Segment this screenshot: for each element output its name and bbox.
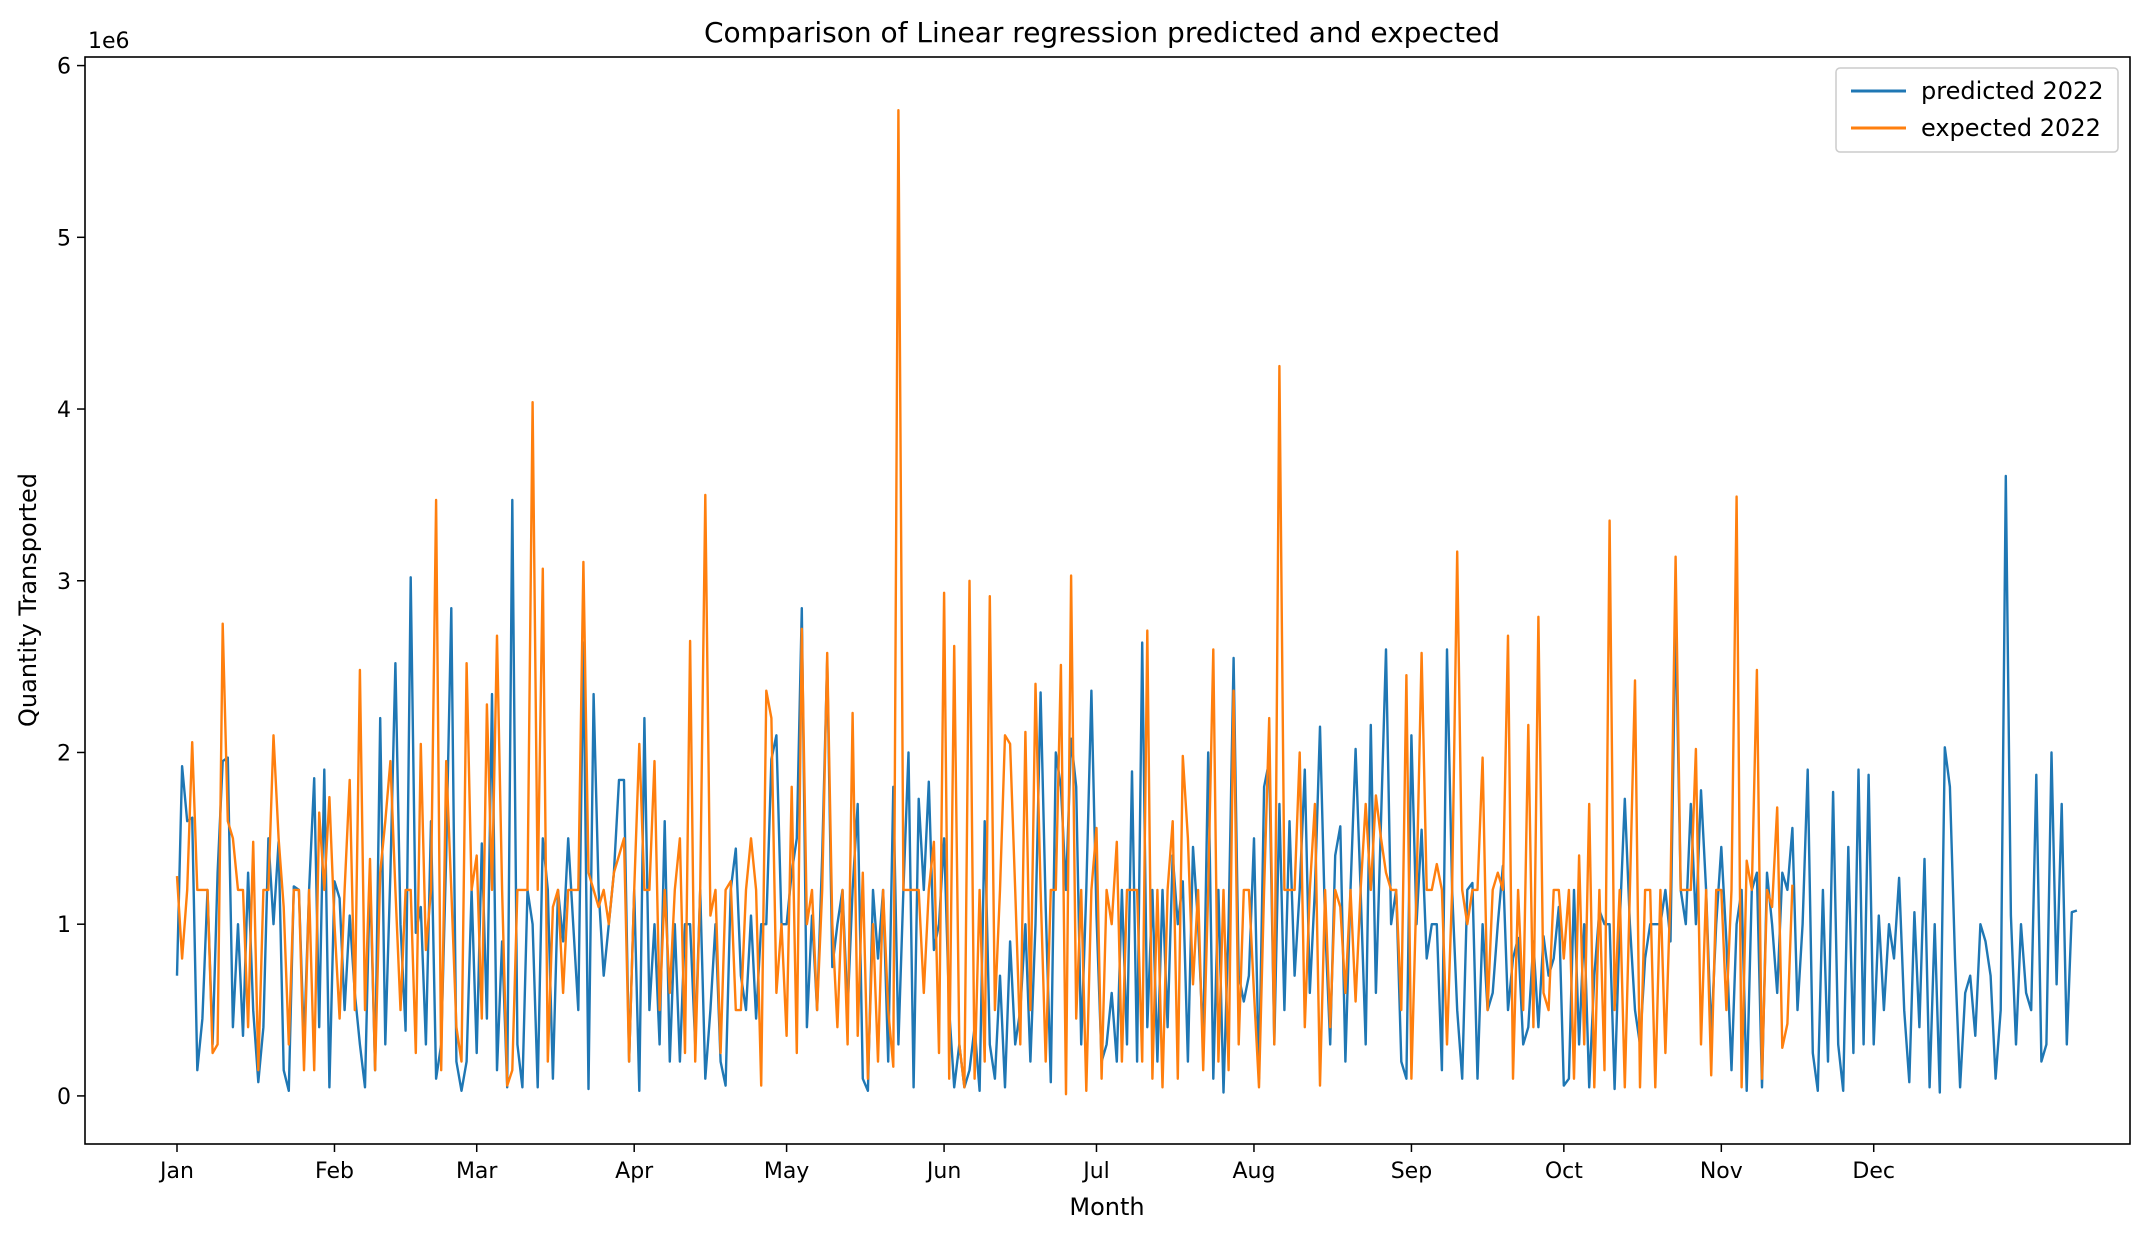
x-tick-label: Jul <box>1081 1159 1110 1184</box>
y-tick-label: 6 <box>57 55 71 80</box>
x-axis: Jan Feb Mar Apr May Jun Jul Aug Sep Oct Nov Dec <box>158 1144 1895 1184</box>
y-axis: 0 1 2 3 4 5 6 <box>57 55 85 1110</box>
y-tick-label: 3 <box>57 570 71 595</box>
legend-label-predicted: predicted 2022 <box>1921 77 2104 105</box>
legend: predicted 2022 expected 2022 <box>1835 67 2119 153</box>
series-layer <box>175 109 2078 1096</box>
chart-title: Comparison of Linear regression predicte… <box>704 16 1500 49</box>
y-tick-label: 5 <box>57 226 71 251</box>
legend-box <box>1835 67 2119 153</box>
legend-label-expected: expected 2022 <box>1921 114 2101 142</box>
x-tick-label: Aug <box>1232 1159 1275 1184</box>
y-tick-label: 0 <box>57 1085 71 1110</box>
x-tick-label: Sep <box>1391 1159 1432 1184</box>
x-tick-label: Mar <box>456 1159 498 1184</box>
y-tick-label: 1 <box>57 913 71 938</box>
y-axis-title: Quantity Transported <box>14 473 42 727</box>
x-tick-label: Oct <box>1545 1159 1583 1184</box>
x-tick-label: Nov <box>1700 1159 1743 1184</box>
x-tick-label: Apr <box>615 1159 654 1184</box>
y-offset-label: 1e6 <box>88 29 130 54</box>
x-tick-label: Jun <box>925 1159 961 1184</box>
x-axis-title: Month <box>1069 1193 1144 1221</box>
x-tick-label: Jan <box>158 1159 194 1184</box>
x-tick-label: Dec <box>1852 1159 1895 1184</box>
x-tick-label: Feb <box>315 1159 354 1184</box>
plot-area: 0 1 2 3 4 5 6 Jan Feb Mar Apr May Jun Jul Aug Sep Oct No… <box>57 55 2131 1184</box>
series-line-expected <box>175 109 1794 1096</box>
x-tick-label: May <box>764 1159 809 1184</box>
y-tick-label: 4 <box>57 398 71 423</box>
y-tick-label: 2 <box>57 741 71 766</box>
plot-frame <box>84 56 2131 1145</box>
